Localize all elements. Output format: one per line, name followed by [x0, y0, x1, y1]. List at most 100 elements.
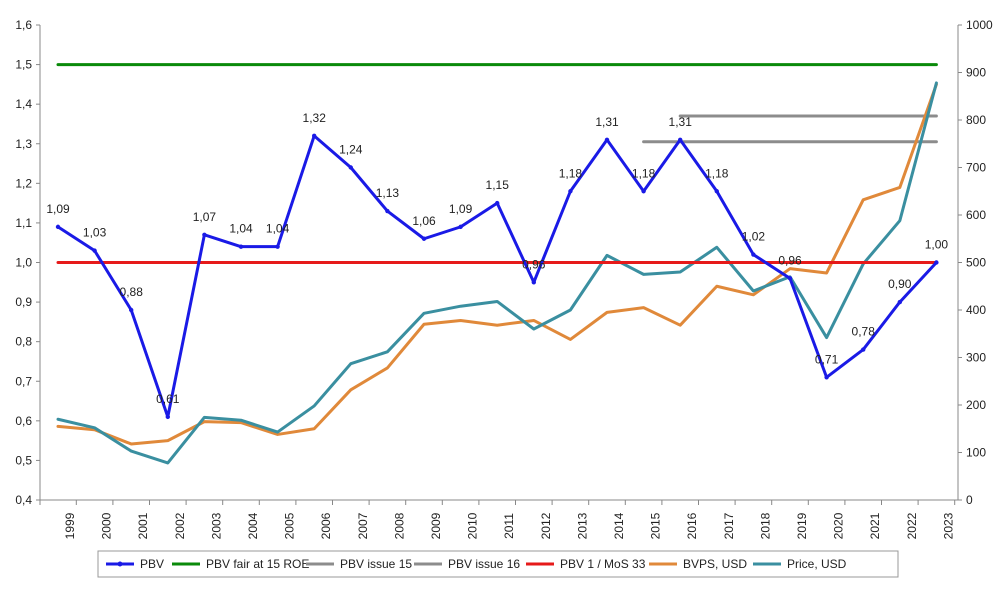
- pbv-point: [495, 200, 500, 206]
- pbv-point: [531, 280, 536, 285]
- pbv-point: [934, 260, 939, 265]
- pbv-data-label: 1,18: [705, 166, 729, 180]
- left-tick-label: 1,4: [15, 97, 32, 111]
- right-tick-label: 1000: [966, 18, 993, 32]
- pbv-data-label: 1,31: [669, 115, 693, 129]
- pbv-point: [751, 252, 756, 257]
- pbv-point: [458, 224, 463, 230]
- left-tick-label: 1,3: [15, 137, 32, 151]
- right-tick-label: 900: [966, 66, 986, 80]
- pbv-data-label: 0,88: [120, 285, 144, 299]
- x-tick-label: 2013: [575, 512, 589, 539]
- right-tick-label: 500: [966, 256, 986, 270]
- x-tick-label: 2019: [795, 512, 809, 539]
- left-tick-label: 0,6: [15, 414, 32, 428]
- legend-label: Price, USD: [787, 557, 847, 571]
- legend-label: PBV issue 15: [340, 557, 412, 571]
- x-tick-label: 2009: [429, 512, 443, 539]
- pbv-data-label: 0,96: [778, 253, 802, 267]
- left-tick-label: 1,0: [15, 256, 32, 270]
- left-tick-label: 0,5: [15, 453, 32, 467]
- pbv-data-label: 1,06: [412, 214, 436, 228]
- x-tick-label: 2022: [905, 512, 919, 539]
- x-tick-label: 2006: [319, 512, 333, 539]
- right-tick-label: 800: [966, 113, 986, 127]
- pbv-point: [129, 307, 134, 313]
- pbv-data-label: 1,15: [486, 178, 510, 192]
- series-line-bvps: [56, 82, 938, 446]
- pbv-point: [604, 137, 610, 142]
- legend-label: PBV issue 16: [448, 557, 520, 571]
- pbv-point: [824, 375, 829, 380]
- pbv-data-label: 0,78: [852, 325, 876, 339]
- pbv-point: [165, 414, 170, 420]
- pbv-point: [787, 276, 793, 281]
- pbv-data-label: 1,18: [632, 166, 656, 180]
- legend-label: BVPS, USD: [683, 557, 747, 571]
- pbv-point: [385, 208, 390, 214]
- pbv-point: [568, 189, 573, 194]
- series-lines: [55, 63, 939, 465]
- pbv-data-label: 1,31: [595, 115, 619, 129]
- pbv-point: [861, 347, 866, 352]
- x-tick-label: 2004: [246, 512, 260, 539]
- x-tick-label: 2015: [649, 512, 663, 539]
- x-tick-label: 2007: [356, 512, 370, 539]
- pbv-data-label: 1,32: [303, 111, 327, 125]
- right-tick-label: 400: [966, 303, 986, 317]
- pbv-data-label: 1,00: [925, 238, 949, 252]
- x-tick-label: 2001: [136, 512, 150, 539]
- x-tick-label: 2023: [941, 512, 955, 539]
- pbv-data-label: 0,90: [888, 277, 912, 291]
- pbv-data-label: 1,03: [83, 226, 107, 240]
- pbv-point: [238, 244, 244, 249]
- data-labels: 1,09 1,03 0,88 0,61 1,07 1,04 1,04 1,32 1,24 1,13…: [46, 111, 948, 406]
- pbv-point: [897, 299, 902, 305]
- pbv-point: [641, 189, 646, 194]
- left-tick-label: 0,7: [15, 374, 32, 388]
- right-tick-label: 200: [966, 398, 986, 412]
- x-tick-label: 2014: [612, 512, 626, 539]
- left-tick-label: 0,8: [15, 335, 32, 349]
- x-tick-label: 2002: [173, 512, 187, 539]
- legend-label: PBV 1 / MoS 33: [560, 557, 646, 571]
- x-tick-label: 2021: [868, 512, 882, 539]
- x-tick-label: 2016: [685, 512, 699, 539]
- pbv-point: [92, 248, 97, 253]
- x-tick-label: 2010: [466, 512, 480, 539]
- axes: 0,4 0,5 0,6 0,7 0,8 0,9 1,0 1,1 1,2 1,3 1,4 1,5 1,6 0…: [15, 18, 993, 539]
- pbv-point: [421, 236, 427, 241]
- x-tick-label: 2017: [722, 512, 736, 539]
- pbv-point: [714, 189, 719, 194]
- x-tick-label: 2000: [100, 512, 114, 539]
- pbv-data-label: 1,04: [229, 222, 253, 236]
- right-tick-label: 300: [966, 351, 986, 365]
- right-tick-label: 100: [966, 446, 986, 460]
- legend-marker: [117, 561, 123, 567]
- pbv-point: [55, 224, 61, 230]
- right-tick-label: 0: [966, 493, 973, 507]
- left-tick-label: 1,6: [15, 18, 32, 32]
- pbv-data-label: 1,13: [376, 186, 400, 200]
- legend-label: PBV fair at 15 ROE: [206, 557, 309, 571]
- pbv-data-label: 1,02: [742, 230, 766, 244]
- right-tick-label: 700: [966, 161, 986, 175]
- right-tick-label: 600: [966, 208, 986, 222]
- pbv-data-label: 1,24: [339, 143, 363, 157]
- x-tick-label: 1999: [63, 512, 77, 539]
- pbv-point: [202, 232, 207, 237]
- pbv-data-label: 1,04: [266, 222, 290, 236]
- left-tick-label: 0,4: [15, 493, 32, 507]
- x-tick-label: 2012: [539, 512, 553, 539]
- x-tick-label: 2005: [283, 512, 297, 539]
- left-tick-label: 0,9: [15, 295, 32, 309]
- pbv-data-label: 1,18: [559, 166, 583, 180]
- x-tick-label: 2020: [832, 512, 846, 539]
- pbv-data-label: 0,71: [815, 352, 839, 366]
- pbv-point: [348, 165, 353, 170]
- pbv-data-label: 1,09: [46, 202, 70, 216]
- legend: PBV PBV fair at 15 ROE PBV issue 15 PBV iss…: [97, 550, 899, 578]
- x-tick-label: 2008: [392, 512, 406, 539]
- left-tick-label: 1,1: [15, 216, 32, 230]
